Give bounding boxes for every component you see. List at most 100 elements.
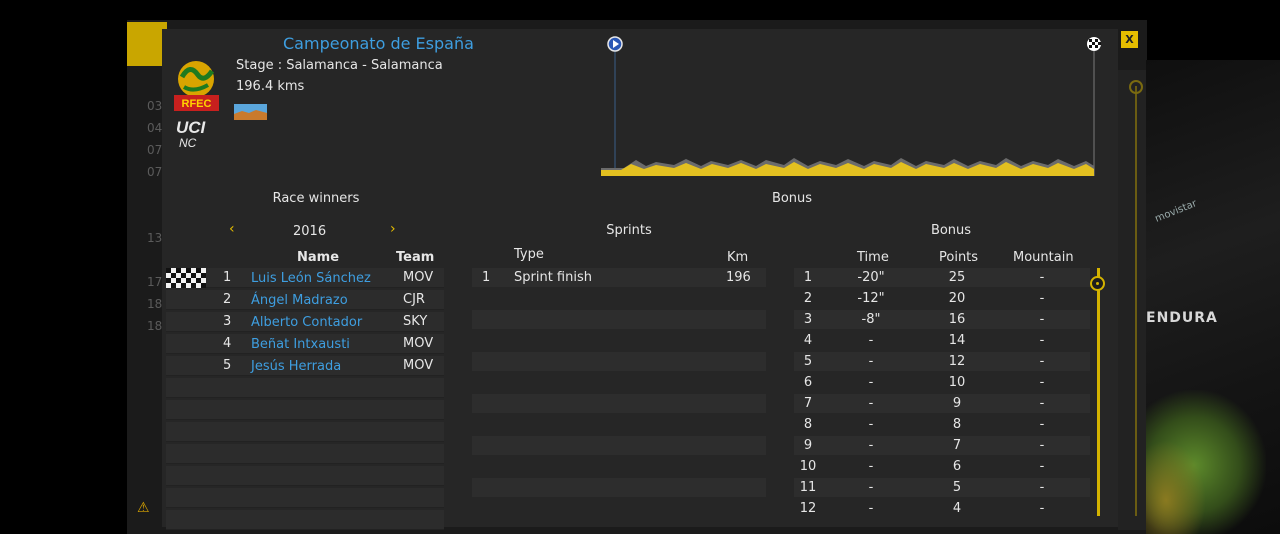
finish-flag-icon — [1087, 37, 1101, 51]
bonus-points: 5 — [952, 480, 962, 495]
empty-row — [472, 436, 766, 455]
background-list: 03 04 07 07 13 17 18 18 — [147, 95, 162, 337]
bonus-mountain: - — [1039, 396, 1045, 411]
winner-position: 1 — [223, 270, 232, 285]
bonus-points: 14 — [948, 333, 966, 348]
winner-row: 4 Beñat Intxausti MOV — [166, 334, 444, 354]
sprint-type: Sprint finish — [514, 270, 592, 285]
bonus-position: 3 — [803, 312, 813, 327]
time-column-header: Time — [857, 250, 889, 265]
sprint-km: 196 — [726, 270, 751, 285]
bonus-time: -8" — [861, 312, 881, 327]
winner-name-link[interactable]: Ángel Madrazo — [251, 293, 348, 308]
bonus-position: 2 — [803, 291, 813, 306]
winner-team: MOV — [403, 270, 434, 285]
close-button[interactable]: X — [1121, 31, 1138, 48]
bonus-position: 11 — [799, 480, 817, 495]
empty-row — [472, 352, 766, 371]
bonus-row: 8 - 8 - — [794, 415, 1090, 434]
race-title: Campeonato de España — [283, 34, 474, 53]
empty-row — [166, 488, 444, 508]
background-list-number: 18 — [147, 319, 163, 333]
bonus-position: 9 — [803, 438, 813, 453]
sponsor-logo: ENDURA — [1146, 310, 1218, 326]
type-column-header: Type — [514, 247, 544, 262]
background-list-number: 04 — [147, 121, 163, 135]
bonus-mountain: - — [1039, 375, 1045, 390]
winner-name-link[interactable]: Alberto Contador — [251, 315, 363, 330]
bonus-time: -12" — [857, 291, 885, 306]
bonus-row: 6 - 10 - — [794, 373, 1090, 392]
bonus-row: 5 - 12 - — [794, 352, 1090, 371]
name-column-header: Name — [297, 250, 340, 265]
bonus-time: - — [868, 333, 874, 348]
bonus-scrollbar[interactable] — [1097, 268, 1100, 516]
next-year-button[interactable]: › — [390, 221, 396, 237]
flat-terrain-icon — [234, 104, 267, 120]
bonus-mountain: - — [1039, 270, 1045, 285]
bonus-section-heading: Bonus — [771, 191, 813, 206]
winner-name-link[interactable]: Jesús Herrada — [251, 359, 342, 374]
background-list-number — [147, 205, 162, 227]
bonus-position: 10 — [799, 459, 817, 474]
winner-name-link[interactable]: Beñat Intxausti — [251, 337, 350, 352]
sponsor-text: movistar — [1153, 198, 1199, 225]
background-scroll-thumb — [1129, 80, 1143, 94]
bonus-row: 3 -8" 16 - — [794, 310, 1090, 329]
bonus-time: - — [868, 501, 874, 516]
bonus-points: 20 — [948, 291, 966, 306]
year-value: 2016 — [293, 224, 327, 239]
bonus-row: 2 -12" 20 - — [794, 289, 1090, 308]
bonus-position: 6 — [803, 375, 813, 390]
rfec-logo: RFEC — [174, 61, 219, 111]
empty-row — [472, 310, 766, 329]
team-column-header: Team — [396, 250, 435, 265]
bonus-row: 12 - 4 - — [794, 499, 1090, 518]
empty-row — [166, 466, 444, 486]
checkered-flag-icon — [166, 268, 206, 288]
winner-position: 5 — [223, 358, 232, 373]
stage-profile — [601, 36, 1101, 176]
bonus-position: 7 — [803, 396, 813, 411]
bonus-row: 10 - 6 - — [794, 457, 1090, 476]
bonus-heading: Bonus — [930, 223, 972, 238]
uci-logo-text: UCI — [176, 118, 207, 137]
bonus-scroll-thumb[interactable] — [1090, 276, 1105, 291]
bonus-time: - — [868, 396, 874, 411]
bonus-mountain: - — [1039, 417, 1045, 432]
bonus-position: 4 — [803, 333, 813, 348]
empty-row — [472, 457, 766, 476]
race-winners-heading: Race winners — [272, 191, 360, 206]
bonus-points: 4 — [952, 501, 962, 516]
rfec-logo-text: RFEC — [182, 98, 212, 110]
bonus-position: 5 — [803, 354, 813, 369]
bonus-mountain: - — [1039, 354, 1045, 369]
empty-row — [166, 378, 444, 398]
bonus-points: 9 — [952, 396, 962, 411]
sprint-number: 1 — [482, 270, 491, 285]
background-list-number: 07 — [147, 143, 163, 157]
winner-team: CJR — [403, 292, 425, 307]
empty-row — [166, 444, 444, 464]
bonus-points: 10 — [948, 375, 966, 390]
winner-name-link[interactable]: Luis León Sánchez — [251, 271, 371, 286]
bonus-row: 4 - 14 - — [794, 331, 1090, 350]
bonus-row: 9 - 7 - — [794, 436, 1090, 455]
background-list-number: 18 — [147, 297, 163, 311]
sprints-table: 1 Sprint finish 196 — [472, 268, 766, 499]
winner-position: 4 — [223, 336, 232, 351]
winner-row: 3 Alberto Contador SKY — [166, 312, 444, 332]
race-winners-table: 1 Luis León Sánchez MOV 2 Ángel Madrazo … — [166, 268, 444, 532]
empty-row — [472, 289, 766, 308]
empty-row — [472, 394, 766, 413]
background-scrollbar — [1135, 86, 1137, 516]
background-list-number: 07 — [147, 165, 163, 179]
bonus-time: - — [868, 354, 874, 369]
bonus-table: 1 -20" 25 - 2 -12" 20 - 3 -8" 16 - 4 - 14 - 5 - 12 - 6 -… — [794, 268, 1090, 520]
background-list-number: 03 — [147, 99, 163, 113]
bonus-points: 6 — [952, 459, 962, 474]
winner-row: 2 Ángel Madrazo CJR — [166, 290, 444, 310]
stage-route: Stage : Salamanca - Salamanca — [236, 58, 443, 73]
winner-team: SKY — [403, 314, 428, 329]
previous-year-button[interactable]: ‹ — [229, 221, 235, 237]
